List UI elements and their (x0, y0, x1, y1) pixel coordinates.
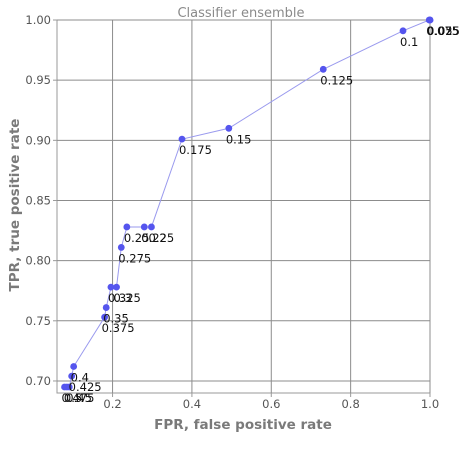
point-label: 0.175 (179, 143, 212, 157)
data-point (178, 135, 186, 143)
point-label: 0.375 (102, 321, 135, 335)
data-point (113, 283, 120, 291)
x-tick-label: 0.4 (183, 397, 201, 411)
point-label: 0.225 (141, 231, 174, 245)
data-point (70, 363, 78, 370)
axis-ticks: 0.2 0.4 0.6 0.8 1.0 0.70 0.75 0.80 0.85 0.90 0.95 1… (25, 13, 439, 411)
data-point (319, 65, 327, 73)
point-label: 0.15 (226, 132, 252, 146)
point-label: 0.2 (148, 231, 166, 245)
y-tick-label: 0.90 (25, 133, 51, 147)
data-point (148, 223, 155, 231)
y-tick-label: 1.00 (25, 13, 51, 27)
data-point (107, 283, 115, 291)
x-tick-label: 0.8 (341, 397, 359, 411)
point-label: 0.125 (320, 73, 353, 87)
point-label: 0.325 (108, 291, 141, 305)
point-label: 0.475 (62, 391, 95, 405)
point-label: 0.3 (114, 291, 132, 305)
data-point (399, 27, 407, 35)
point-label: 0.025 (427, 24, 460, 38)
data-points (61, 16, 434, 391)
point-label: 0.5 (64, 391, 82, 405)
point-label: 0.05 (427, 24, 453, 38)
data-point (123, 223, 131, 231)
data-point (225, 124, 233, 132)
x-tick-label: 1.0 (421, 397, 439, 411)
point-label: 0.275 (118, 251, 151, 265)
y-tick-label: 0.80 (25, 254, 51, 268)
x-axis-title: FPR, false positive rate (154, 417, 332, 433)
x-tick-label: 0.2 (103, 397, 121, 411)
point-label: 0.45 (66, 391, 92, 405)
chart-title: Classifier ensemble (177, 6, 304, 21)
y-axis-title: TPR, true positive rate (7, 119, 23, 292)
y-tick-label: 0.70 (25, 374, 51, 388)
y-tick-label: 0.85 (25, 193, 51, 207)
data-point (140, 223, 148, 231)
data-point (68, 372, 76, 380)
data-point (102, 304, 110, 311)
point-label: 0.35 (103, 312, 129, 326)
grid (56, 19, 431, 394)
x-tick-label: 0.6 (262, 397, 280, 411)
data-point (65, 383, 73, 391)
y-tick-label: 0.75 (25, 314, 51, 328)
point-label: 0.4 (71, 371, 89, 385)
point-label: 0.075 (426, 24, 459, 38)
point-label: 0.425 (69, 380, 102, 394)
data-point (101, 313, 109, 321)
y-tick-label: 0.95 (25, 73, 51, 87)
data-point (426, 16, 434, 24)
point-label: 0.1 (400, 35, 418, 49)
data-point (117, 244, 125, 251)
point-label: 0.25 (124, 231, 150, 245)
